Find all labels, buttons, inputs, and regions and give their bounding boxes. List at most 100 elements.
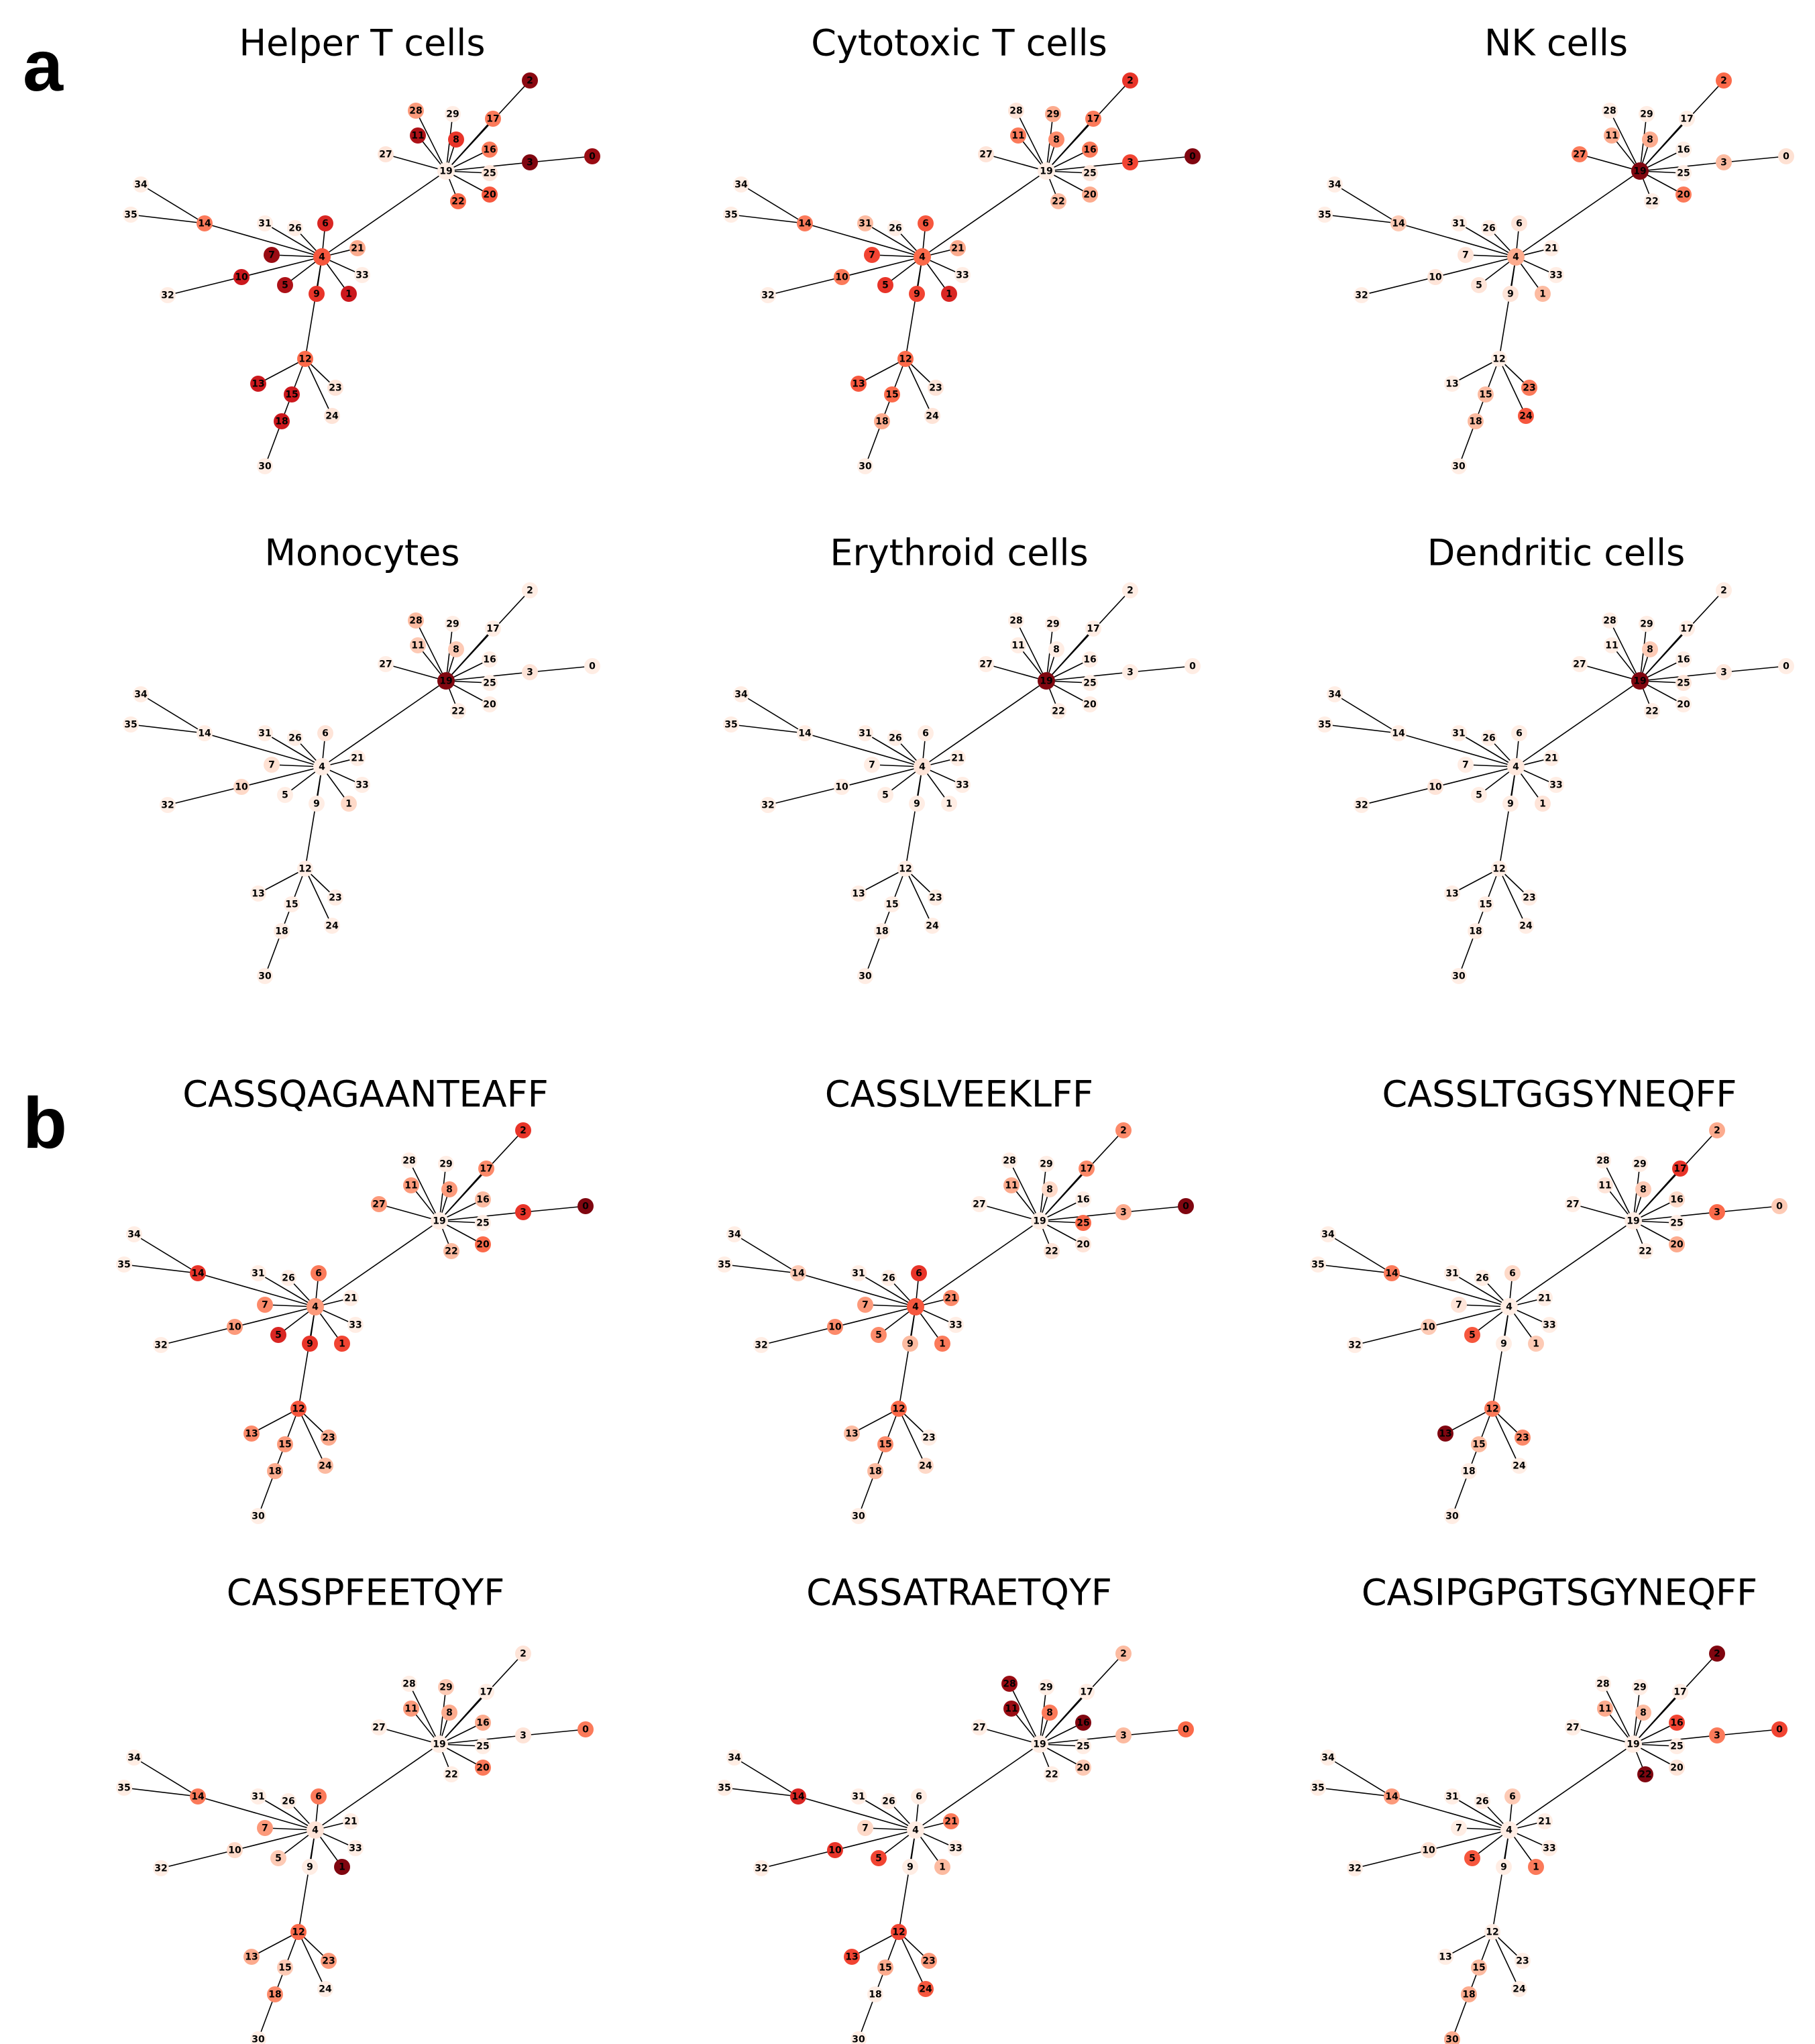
node-label: 27: [979, 150, 992, 160]
node-marker: [907, 1821, 924, 1839]
graph-node: 27: [978, 146, 994, 162]
node-marker: [347, 1317, 364, 1333]
node-label: 17: [1673, 1164, 1686, 1175]
graph-node: 20: [1669, 1236, 1685, 1252]
node-label: 22: [1645, 706, 1658, 717]
node-label: 7: [268, 760, 275, 771]
graph-node: 32: [160, 797, 176, 813]
graph-node: 15: [1471, 1436, 1487, 1452]
node-marker: [327, 890, 343, 906]
graph-node: 31: [1444, 1265, 1460, 1281]
node-marker: [1082, 186, 1098, 203]
node-label: 19: [433, 1739, 445, 1750]
node-marker: [948, 1840, 964, 1856]
graph-node: 9: [902, 1859, 918, 1875]
node-marker: [280, 1793, 296, 1809]
node-label: 32: [761, 800, 774, 811]
graph-edge: [761, 1849, 836, 1869]
graph-node: 24: [324, 918, 340, 934]
node-label: 17: [486, 624, 499, 635]
node-label: 34: [734, 180, 748, 191]
node-label: 13: [845, 1952, 858, 1963]
node-marker: [1003, 1177, 1020, 1193]
node-marker: [311, 1265, 327, 1281]
node-label: 0: [1189, 152, 1196, 162]
node-marker: [311, 1788, 327, 1805]
node-marker: [1122, 72, 1138, 89]
node-label: 22: [1052, 706, 1064, 717]
node-marker: [257, 968, 273, 984]
node-marker: [1048, 131, 1064, 148]
graph-node: 1: [941, 796, 957, 812]
node-marker: [1085, 621, 1101, 637]
node-label: 4: [912, 1825, 919, 1836]
graph-node: 17: [1079, 1161, 1095, 1177]
graph-node: 27: [371, 1719, 387, 1735]
node-label: 33: [1543, 1320, 1555, 1331]
graph-node: 2: [1115, 1646, 1132, 1662]
node-label: 16: [476, 1195, 489, 1205]
panel-title: CASSLVEEKLFF: [825, 1073, 1093, 1116]
graph-node: 33: [1541, 1840, 1557, 1856]
node-marker: [313, 758, 331, 775]
graph-edge: [1492, 1931, 1520, 1990]
graph-edge: [1324, 214, 1399, 224]
node-marker: [475, 1715, 491, 1731]
node-label: 33: [949, 1320, 962, 1331]
node-label: 20: [476, 1763, 490, 1774]
node-label: 11: [1011, 641, 1024, 651]
graph-node: 17: [1672, 1161, 1688, 1177]
node-label: 15: [285, 900, 298, 910]
node-marker: [116, 1780, 132, 1796]
graph-node: 0: [1178, 1721, 1194, 1737]
node-label: 10: [235, 272, 248, 283]
node-marker: [190, 1265, 206, 1281]
node-marker: [1115, 1727, 1132, 1743]
graph-edge: [1451, 868, 1500, 894]
node-marker: [1085, 111, 1101, 127]
node-label: 10: [835, 272, 848, 283]
graph-node: 20: [1075, 1760, 1091, 1776]
graph-node: 19: [431, 1212, 448, 1230]
graph-node: 5: [1464, 1327, 1480, 1343]
node-label: 7: [1462, 250, 1469, 261]
graph-node: 19: [431, 1735, 448, 1753]
graph-edge: [898, 1931, 926, 1990]
graph-node: 24: [924, 918, 940, 934]
node-label: 29: [446, 619, 459, 630]
node-marker: [1451, 215, 1467, 231]
graph-node: 34: [126, 1226, 142, 1242]
node-marker: [270, 1327, 286, 1343]
graph-node: 16: [1075, 1715, 1091, 1731]
graph-node: 19: [1625, 1212, 1642, 1230]
node-marker: [1354, 287, 1370, 303]
node-label: 16: [1083, 655, 1096, 665]
panel-title: CASSLTGGSYNEQFF: [1382, 1073, 1737, 1116]
nodes: 0123456789101112131415161718192021222324…: [123, 72, 600, 474]
graph-node: 30: [857, 458, 873, 474]
network-panel: CASIPGPGTSGYNEQFF01234567891011121314151…: [1310, 1572, 1788, 2044]
graph-node: 14: [790, 1265, 806, 1281]
graph-edge: [798, 1273, 916, 1307]
node-label: 15: [879, 1440, 891, 1450]
node-marker: [1001, 1152, 1018, 1169]
node-marker: [1518, 918, 1534, 934]
graph-node: 16: [1669, 1191, 1685, 1207]
graph-edge: [1361, 786, 1436, 806]
graph-node: 16: [1675, 651, 1692, 667]
node-label: 24: [1519, 921, 1533, 932]
graph-node: 8: [448, 641, 464, 657]
node-label: 25: [1083, 678, 1096, 689]
node-label: 23: [329, 893, 341, 904]
node-label: 9: [1507, 799, 1514, 810]
node-label: 29: [1640, 619, 1653, 630]
node-marker: [918, 1981, 934, 1997]
graph-node: 11: [1003, 1177, 1020, 1193]
node-label: 23: [922, 1433, 935, 1444]
node-label: 34: [1328, 690, 1341, 700]
graph-node: 17: [478, 1684, 494, 1700]
node-marker: [482, 651, 498, 667]
graph-node: 34: [133, 176, 149, 193]
node-label: 24: [319, 1984, 332, 1995]
node-marker: [371, 1719, 387, 1735]
